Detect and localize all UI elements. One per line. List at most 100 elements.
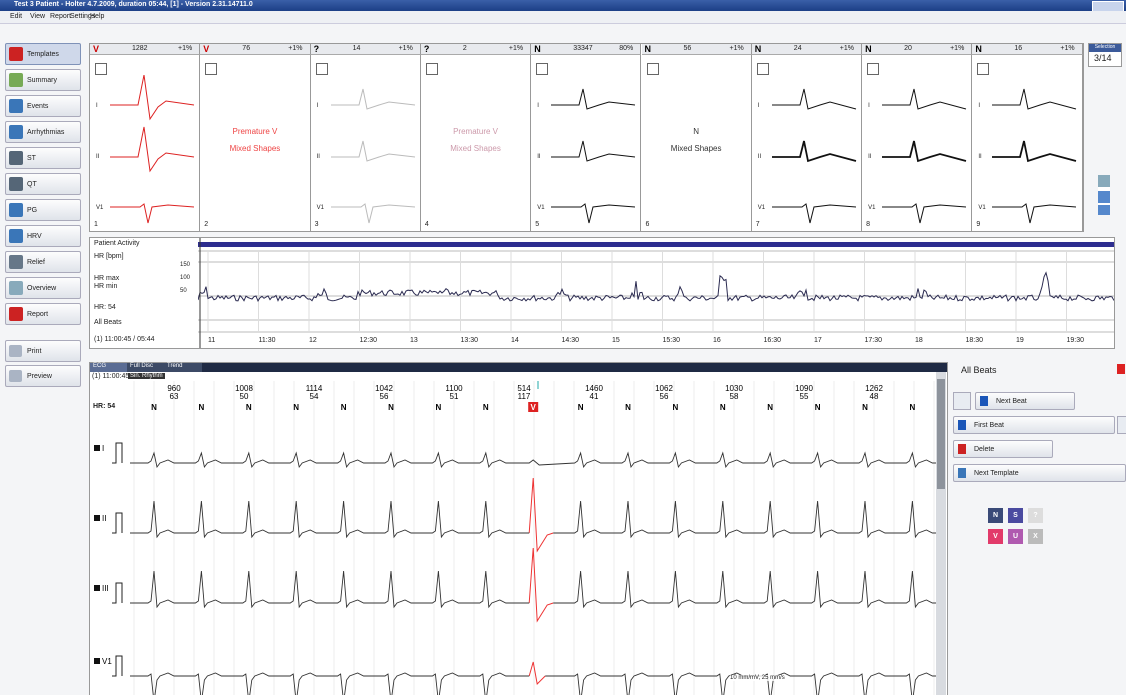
beat-button[interactable]: Delete: [953, 440, 1053, 458]
beat-class-button[interactable]: U: [1008, 529, 1023, 544]
ecg-tab[interactable]: ECG: [90, 363, 128, 372]
template-percent: +1%: [839, 45, 855, 52]
activity-bar: [198, 242, 1114, 247]
template-panel[interactable]: 2 Premature V Mixed Shapes: [200, 55, 311, 231]
lead-label: I: [537, 103, 539, 109]
menu-bar: Edit View Report Settings Help: [0, 11, 1126, 24]
sidebar-button[interactable]: QT: [5, 173, 81, 195]
sidebar-icon: [9, 151, 23, 165]
template-checkbox[interactable]: [536, 63, 549, 75]
close-icon[interactable]: [1117, 364, 1125, 374]
template-header: N 33347 80%: [531, 44, 642, 55]
template-panel[interactable]: 1 I II V1: [90, 55, 201, 231]
sidebar-button[interactable]: Templates: [5, 43, 81, 65]
sidebar-button[interactable]: ST: [5, 147, 81, 169]
menu-item[interactable]: Help: [90, 13, 105, 20]
template-checkbox[interactable]: [646, 63, 659, 75]
trend-plot: [198, 238, 1114, 348]
beat-class-button[interactable]: X: [1028, 529, 1043, 544]
template-checkbox[interactable]: [205, 63, 218, 75]
prev-beat-button[interactable]: [953, 392, 971, 410]
template-text: Mixed Shapes: [670, 144, 722, 153]
ecg-panel: ECG Full Disc Trend (1) 11:00:45 Sin. Rhythm…: [89, 362, 948, 695]
lead-label: V1: [96, 205, 104, 211]
trend-xtick: 13: [410, 337, 418, 344]
beat-class-button[interactable]: N: [988, 508, 1003, 523]
template-checkbox[interactable]: [95, 63, 107, 75]
template-trace: [882, 140, 967, 163]
lead-marker: [94, 445, 100, 451]
beat-marker-box: [528, 402, 539, 412]
trend-xtick: 13:30: [460, 337, 479, 344]
sidebar-button[interactable]: Print: [5, 340, 81, 362]
beat-class-button[interactable]: V: [988, 529, 1003, 544]
template-panel[interactable]: 8 I II V1: [862, 55, 973, 231]
sidebar-button[interactable]: PG: [5, 199, 81, 221]
lead-label: II: [868, 154, 872, 160]
template-text: Premature V: [453, 127, 498, 136]
lead-marker: [94, 585, 100, 591]
sidebar-button[interactable]: HRV: [5, 225, 81, 247]
beat-label: N: [341, 403, 347, 412]
rr-interval: 960: [167, 384, 181, 393]
template-count: 33347: [573, 45, 593, 52]
sidebar-button[interactable]: Arrhythmias: [5, 121, 81, 143]
rr-rate: 63: [170, 392, 179, 401]
template-percent: +1%: [178, 45, 193, 52]
last-beat-button[interactable]: [1117, 416, 1126, 434]
sidebar-icon: [9, 125, 23, 139]
ecg-tab[interactable]: Full Disc: [127, 363, 165, 372]
button-label: Next Template: [974, 470, 1019, 477]
rr-interval: 1062: [655, 384, 673, 393]
sidebar-button[interactable]: Relief: [5, 251, 81, 273]
beat-button[interactable]: Next Beat: [975, 392, 1075, 410]
template-panel[interactable]: 6 N Mixed Shapes: [642, 55, 752, 231]
ecg-scrollbar[interactable]: [936, 372, 946, 695]
template-panel[interactable]: 5 I II V1: [531, 55, 642, 231]
template-checkbox[interactable]: [867, 63, 880, 75]
beat-class-button[interactable]: ?: [1028, 508, 1043, 523]
trend-xtick: 15:30: [662, 337, 681, 344]
menu-item[interactable]: Edit: [10, 13, 23, 20]
beat-button[interactable]: First Beat: [953, 416, 1115, 434]
template-checkbox[interactable]: [425, 63, 438, 75]
ecg-tab[interactable]: Trend: [164, 363, 202, 372]
template-text: Premature V: [232, 127, 278, 136]
rr-rate: 56: [380, 392, 389, 401]
menu-item[interactable]: Report: [50, 13, 72, 20]
template-header: V 76 +1%: [200, 44, 311, 55]
menu-item[interactable]: View: [30, 13, 46, 20]
menu-item[interactable]: Settings: [70, 13, 96, 20]
template-checkbox[interactable]: [315, 63, 328, 75]
ecg-tabs: ECG Full Disc Trend: [90, 363, 947, 372]
sidebar-button[interactable]: Overview: [5, 277, 81, 299]
template-panel[interactable]: 4 Premature V Mixed Shapes: [421, 55, 532, 231]
lead-label: I: [868, 103, 870, 109]
sidebar-button[interactable]: Summary: [5, 69, 81, 91]
beat-class-button[interactable]: S: [1008, 508, 1023, 523]
template-checkbox[interactable]: [756, 63, 769, 75]
sidebar-icon: [9, 203, 23, 217]
template-checkbox[interactable]: [977, 63, 990, 75]
beat-button[interactable]: Next Template: [953, 464, 1126, 482]
template-panel[interactable]: 9 I II V1: [972, 55, 1083, 231]
scroll-thumb[interactable]: [937, 379, 945, 489]
beat-label: N: [910, 403, 916, 412]
sidebar-button[interactable]: Preview: [5, 365, 81, 387]
template-trace: [771, 140, 857, 163]
beat-label: N: [199, 403, 205, 412]
lead-label: V1: [868, 205, 876, 211]
scroll-arrows[interactable]: [1098, 175, 1110, 215]
sidebar-button[interactable]: Report: [5, 303, 81, 325]
sidebar-button[interactable]: Events: [5, 95, 81, 117]
template-panel[interactable]: 3 I II V1: [311, 55, 421, 231]
trend-xtick: 19: [1016, 337, 1024, 344]
template-panel[interactable]: 7 I II V1: [752, 55, 863, 231]
template-trace: [551, 88, 636, 110]
template-percent: +1%: [1060, 45, 1075, 52]
button-label: First Beat: [974, 422, 1004, 429]
template-percent: +1%: [288, 45, 303, 52]
beat-panel-title: All Beats: [961, 365, 997, 375]
sidebar-label: Preview: [27, 373, 52, 380]
